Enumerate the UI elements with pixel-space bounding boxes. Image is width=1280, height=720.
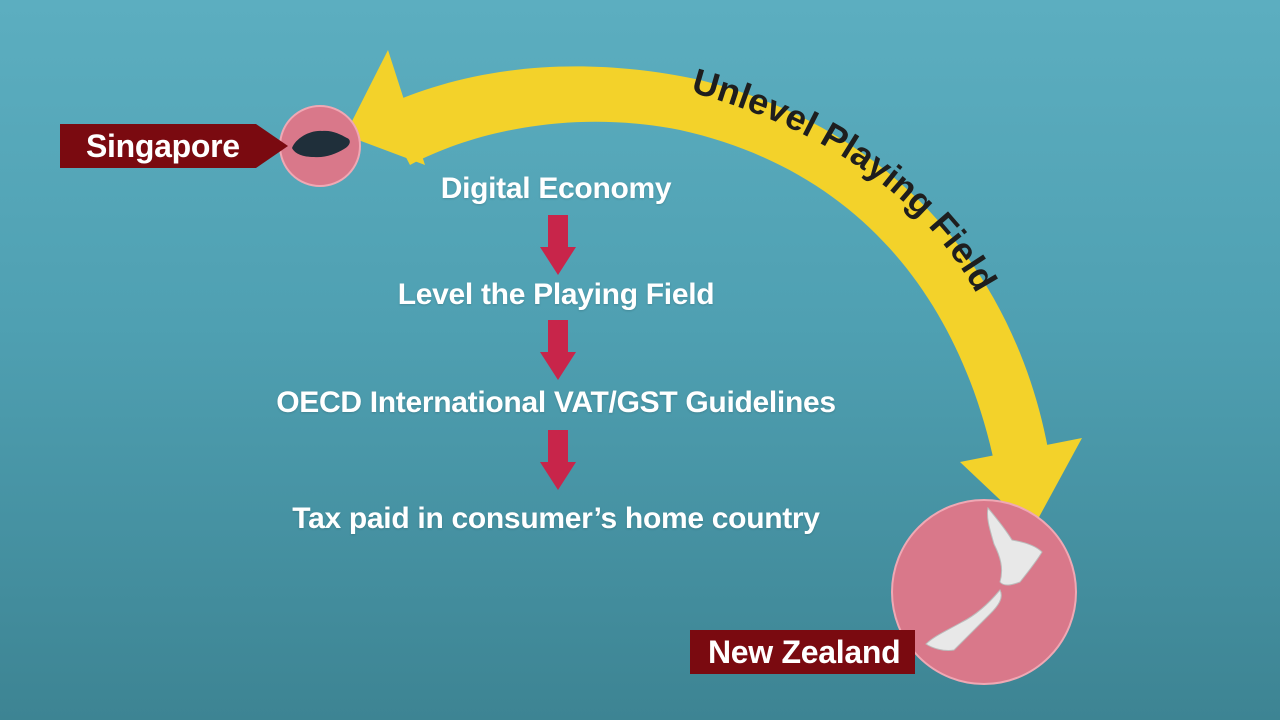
singapore-banner-shape [60, 124, 288, 168]
flow-step-digital-economy: Digital Economy [440, 172, 672, 205]
arrow-down-icon [540, 320, 576, 380]
new-zealand-name: New Zealand [708, 634, 901, 670]
flow-step-level-playing-field: Level the Playing Field [397, 278, 715, 311]
singapore-circle [279, 105, 361, 187]
arrow-down-icon [540, 215, 576, 275]
arrowhead-to-new-zealand [960, 438, 1082, 530]
new-zealand-map-icon [925, 506, 1043, 651]
new-zealand-circle [891, 499, 1077, 685]
singapore-name: Singapore [86, 128, 240, 164]
curved-arrow-body [380, 66, 1050, 466]
new-zealand-banner-shape [690, 630, 915, 674]
arrow-down-icon [540, 430, 576, 490]
singapore-label: Singapore [60, 124, 290, 168]
singapore-map-icon [292, 130, 350, 158]
flow-step-tax-home-country: Tax paid in consumer’s home country [292, 502, 820, 535]
new-zealand-label: New Zealand [690, 630, 915, 674]
arrowhead-to-singapore [345, 50, 425, 165]
flow-step-oecd-guidelines: OECD International VAT/GST Guidelines [276, 386, 836, 419]
